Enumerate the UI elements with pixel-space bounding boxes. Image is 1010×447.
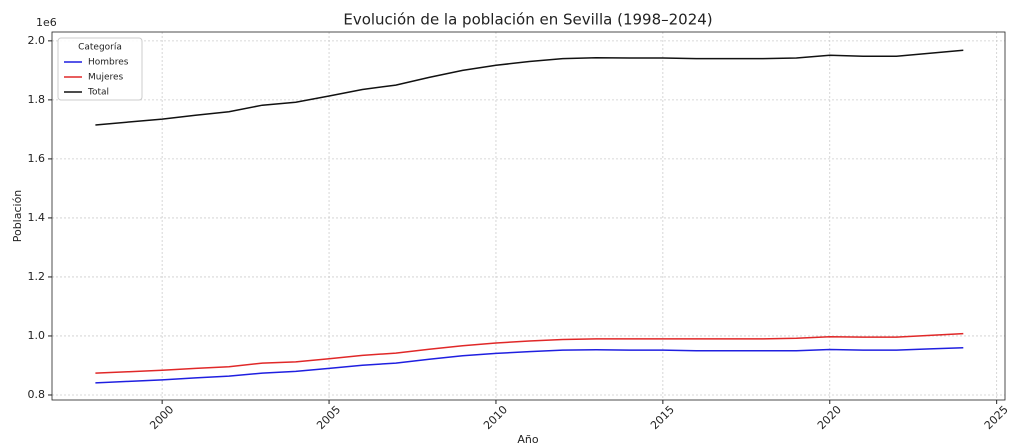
line-series [95,332,964,374]
y-tick-label: 0.8 [28,388,46,401]
line-series [95,347,964,384]
x-tick-label: 2015 [648,403,677,432]
x-tick-label: 2010 [481,403,510,432]
plot-frame [51,31,1006,401]
y-axis-label: Población [11,190,24,243]
x-tick-label: 2005 [314,403,343,432]
legend-title: Categoría [78,43,122,53]
y-tick-label: 1.6 [28,152,46,165]
x-axis-label: Año [517,433,538,446]
legend-box [57,37,143,101]
legend-label: Hombres [88,58,129,68]
y-offset-label: 1e6 [36,16,57,29]
legend-label: Mujeres [88,73,124,83]
x-tick-label: 2025 [982,403,1010,432]
x-tick-label: 2000 [147,403,176,432]
y-tick-label: 1.4 [28,211,46,224]
y-tick-label: 1.2 [28,270,46,283]
x-tick-label: 2020 [815,403,844,432]
legend-label: Total [87,88,109,98]
y-tick-label: 2.0 [28,34,46,47]
y-tick-label: 1.0 [28,329,46,342]
chart-title: Evolución de la población en Sevilla (19… [343,11,712,29]
y-tick-label: 1.8 [28,93,46,106]
line-series [95,49,964,126]
